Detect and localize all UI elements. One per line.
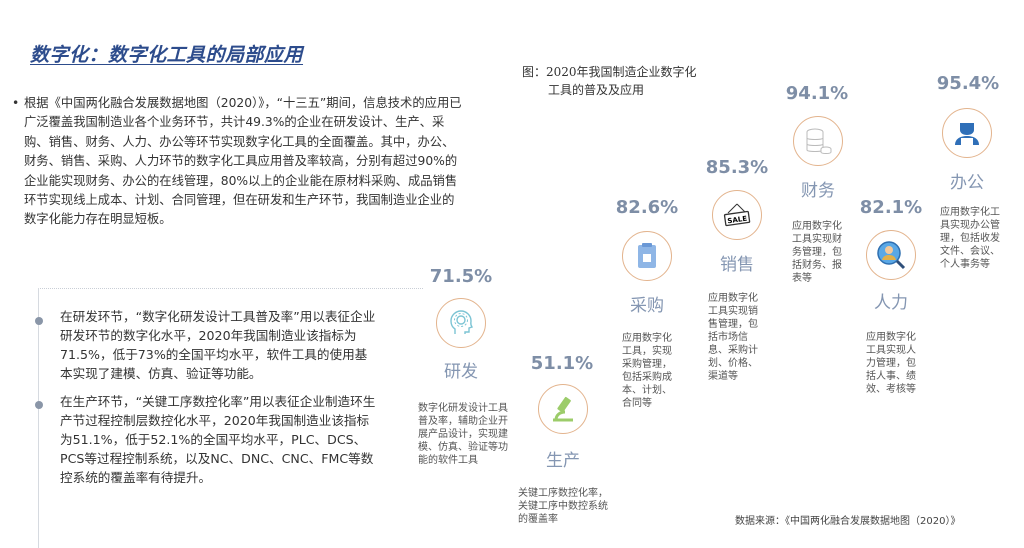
item-desc: 数字化研发设计工具普及率，辅助企业开展产品设计，实现建模、仿真、验证等功能的软件…: [418, 403, 508, 466]
item-name: 人力: [874, 293, 908, 313]
item-name: 销售: [720, 255, 754, 275]
item-name: 财务: [801, 181, 835, 201]
bullet-dot: [35, 317, 43, 325]
rd-paragraph: 在研发环节，“数字化研发设计工具普及率”用以表征企业研发环节的数字化水平，202…: [60, 309, 376, 381]
coins-stack-icon: [793, 116, 843, 166]
percent: 95.4%: [936, 73, 1000, 94]
item-desc: 应用数字化工具，实现采购管理，包括采购成本、计划、合同等: [622, 333, 672, 409]
microscope-icon: [538, 384, 588, 434]
clipboard-icon: [622, 231, 672, 281]
bullet-dot: •: [12, 96, 20, 110]
item-name: 办公: [950, 173, 984, 193]
intro-text: 根据《中国两化融合发展数据地图（2020）》，“十三五”期间，信息技术的应用已广…: [24, 96, 462, 227]
percent: 82.6%: [615, 197, 679, 218]
intro-bullet: • 根据《中国两化融合发展数据地图（2020）》，“十三五”期间，信息技术的应用…: [12, 94, 462, 230]
svg-text:SALE: SALE: [727, 215, 748, 226]
caption-line: 工具的普及及应用: [548, 83, 645, 97]
office-worker-icon: [942, 108, 992, 158]
sale-sign-icon: SALE: [712, 190, 762, 240]
percent: 82.1%: [859, 197, 923, 218]
page-title: 数字化：数字化工具的局部应用: [30, 44, 304, 66]
item-desc: 关键工序数控化率，关键工序中数控系统的覆盖率: [518, 488, 608, 525]
item-name: 生产: [546, 451, 580, 471]
brain-gear-icon: [436, 298, 486, 348]
item-desc: 应用数字化工具实现财务管理，包括财务、报表等: [792, 221, 842, 284]
figure-caption: 图：2020年我国制造企业数字化 工具的普及及应用: [522, 63, 697, 99]
item-name: 采购: [630, 296, 664, 316]
data-source: 数据来源：《中国两化融合发展数据地图（2020）》: [735, 516, 961, 527]
item-desc: 应用数字化工具实现办公管理，包括收发文件、会议、个人事务等: [940, 207, 1000, 270]
bullet-dot: [35, 401, 43, 409]
production-paragraph: 在生产环节，“关键工序数控化率”用以表征企业制造环生产节过程控制层数控化水平，2…: [60, 394, 376, 485]
percent: 94.1%: [785, 83, 849, 104]
divider: [38, 288, 423, 289]
percent: 51.1%: [530, 353, 594, 374]
percent: 71.5%: [429, 266, 493, 287]
caption-line: 图：2020年我国制造企业数字化: [522, 65, 697, 79]
item-name: 研发: [444, 362, 478, 382]
percent: 85.3%: [705, 157, 769, 178]
divider: [38, 288, 39, 548]
item-desc: 应用数字化工具实现人力管理，包括人事、绩效、考核等: [866, 332, 916, 395]
person-search-icon: [866, 230, 916, 280]
item-desc: 应用数字化工具实现销售管理，包括市场信息、采购计划、价格、渠道等: [708, 293, 758, 382]
